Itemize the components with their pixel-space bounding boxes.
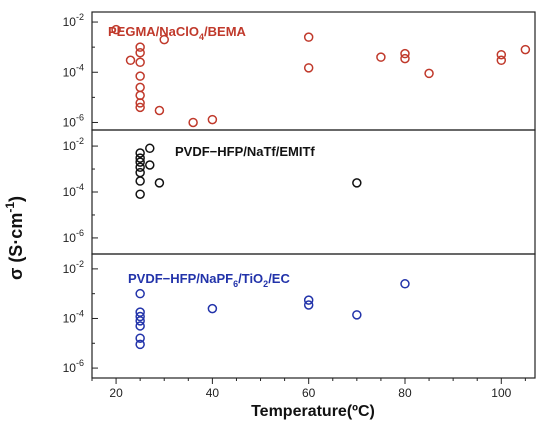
data-point: [145, 160, 155, 170]
data-point: [145, 143, 155, 154]
y-tick-base: 10: [63, 185, 77, 199]
data-point: [188, 117, 198, 128]
y-tick-base: 10: [63, 115, 77, 129]
data-point: [135, 157, 145, 167]
x-tick-label: 100: [491, 386, 511, 400]
data-point: [135, 42, 145, 52]
x-tick-label: 20: [109, 386, 123, 400]
x-axis-title: Temperature(ºC): [251, 403, 375, 420]
data-point: [135, 176, 145, 186]
data-point: [111, 24, 121, 35]
data-point: [400, 279, 410, 289]
data-point: [135, 189, 145, 199]
y-tick-label: 10-4: [63, 182, 84, 199]
x-tick-label: 80: [398, 386, 412, 400]
panel-label-part: /EC: [268, 271, 290, 286]
data-point: [154, 178, 165, 188]
data-point: [135, 153, 145, 163]
data-point: [135, 57, 145, 68]
y-tick-label: 10-6: [63, 358, 84, 375]
y-axis-title: σ (S·cm-1): [3, 196, 26, 280]
data-point: [303, 32, 314, 42]
data-point: [135, 311, 145, 322]
data-point: [135, 333, 145, 343]
data-point: [135, 148, 145, 158]
panel-label-part: PVDF−HFP/NaTf/EMITf: [175, 144, 315, 159]
data-point: [496, 55, 507, 66]
y-tick-label: 10-2: [63, 259, 84, 276]
panel-frame: [91, 253, 536, 379]
y-tick-base: 10: [63, 65, 77, 79]
y-tick-base: 10: [63, 311, 77, 325]
data-point: [125, 55, 136, 66]
y-tick-label: 10-6: [63, 228, 84, 245]
data-point: [135, 102, 145, 113]
panels-layer: 10-610-410-2PEGMA/NaClO4/BEMA10-610-410-…: [63, 11, 536, 379]
panel-label-part: /BEMA: [204, 24, 247, 39]
data-point: [352, 178, 362, 188]
data-point: [135, 162, 145, 172]
data-point: [207, 303, 218, 314]
y-axis-title-close: ): [6, 196, 26, 202]
y-tick-exponent: -6: [76, 228, 84, 238]
data-point: [135, 288, 145, 299]
y-tick-base: 10: [63, 231, 77, 245]
panel-label: PEGMA/NaClO4/BEMA: [108, 24, 247, 42]
data-point: [135, 47, 145, 58]
data-point: [154, 105, 165, 116]
panel-label-part: 2: [263, 279, 268, 289]
panel-label-part: PVDF−HFP/NaPF: [128, 271, 233, 286]
y-tick-label: 10-6: [63, 112, 84, 129]
data-point: [352, 310, 362, 320]
panel-label-part: /TiO: [238, 271, 263, 286]
y-tick-base: 10: [63, 139, 77, 153]
data-point: [400, 48, 410, 59]
y-axis-title-exponent: -1: [3, 202, 17, 213]
x-tick-label: 40: [206, 386, 220, 400]
data-point: [400, 53, 410, 64]
data-point: [376, 52, 386, 62]
panel-label-part: 6: [233, 279, 238, 289]
y-tick-base: 10: [63, 15, 77, 29]
data-point: [135, 71, 145, 81]
y-tick-exponent: -2: [76, 12, 84, 22]
panel-label: PVDF−HFP/NaPF6/TiO2/EC: [128, 271, 290, 289]
y-tick-exponent: -4: [76, 308, 84, 318]
panel-label-part: 4: [199, 32, 204, 42]
y-tick-exponent: -2: [76, 136, 84, 146]
data-point: [135, 98, 145, 108]
data-point: [424, 68, 434, 79]
data-point: [303, 300, 314, 310]
data-point: [303, 295, 314, 305]
y-tick-exponent: -6: [76, 112, 84, 122]
data-point: [207, 114, 218, 125]
data-point: [303, 63, 314, 73]
y-axis-title-main: σ (S·cm: [6, 213, 26, 280]
y-tick-exponent: -4: [76, 182, 84, 192]
y-tick-label: 10-4: [63, 308, 84, 325]
y-tick-exponent: -4: [76, 62, 84, 72]
y-tick-label: 10-2: [63, 12, 84, 29]
data-point: [135, 316, 145, 326]
data-point: [135, 339, 145, 350]
y-tick-base: 10: [63, 361, 77, 375]
data-point: [496, 49, 507, 60]
y-tick-label: 10-2: [63, 136, 84, 153]
y-tick-exponent: -6: [76, 358, 84, 368]
panel-label: PVDF−HFP/NaTf/EMITf: [175, 144, 315, 159]
panel-label-part: PEGMA/NaClO: [108, 24, 199, 39]
y-tick-label: 10-4: [63, 62, 84, 79]
y-tick-base: 10: [63, 262, 77, 276]
x-tick-label: 60: [302, 386, 316, 400]
data-point: [159, 34, 169, 45]
x-axis: 20 40 60 80 100: [91, 378, 526, 400]
data-point: [135, 321, 145, 331]
y-tick-exponent: -2: [76, 259, 84, 269]
data-point: [520, 44, 531, 55]
